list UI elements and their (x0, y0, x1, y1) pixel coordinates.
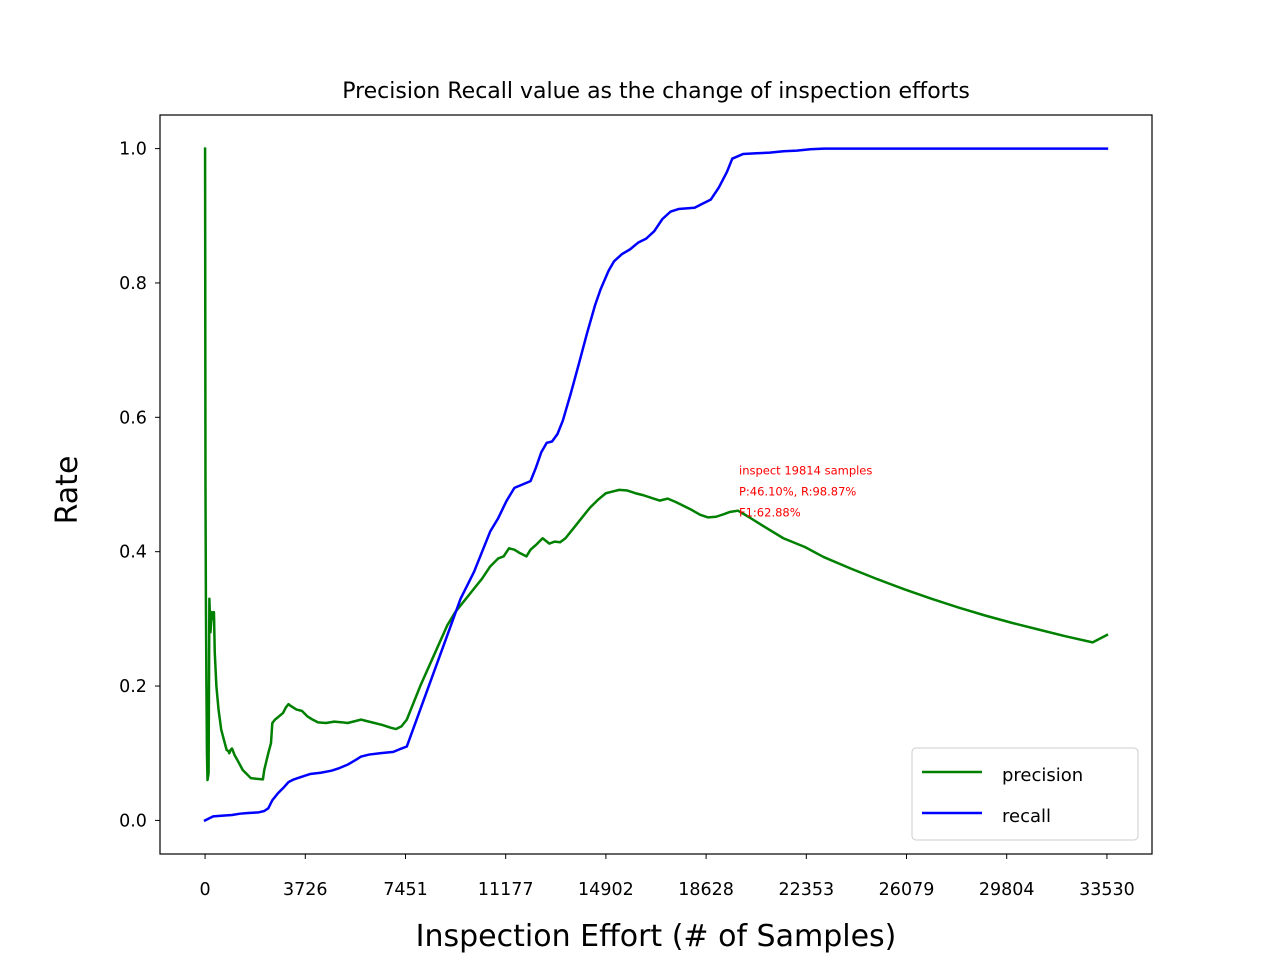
x-tick-label: 29804 (979, 880, 1035, 900)
series-layer (203, 147, 1109, 823)
y-tick-label: 1.0 (119, 140, 147, 160)
x-tick-label: 3726 (283, 880, 328, 900)
plot-area: inspect 19814 samples P:46.10%, R:98.87% F… (159, 114, 1153, 855)
x-tick-label: 7451 (383, 880, 428, 900)
chart-title: Precision Recall value as the change of … (342, 79, 970, 104)
annotation-text: inspect 19814 samples (739, 464, 872, 478)
x-tick-label: 0 (200, 880, 211, 900)
legend-label-precision: precision (1002, 765, 1083, 786)
series-line-recall (203, 147, 1109, 823)
x-axis: 0 3726 7451 11177 14902 18628 22353 26079 29804 3… (200, 854, 1135, 900)
legend: precision recall (911, 747, 1139, 841)
y-axis-label: Rate (50, 456, 85, 525)
x-tick-label: 33530 (1079, 880, 1135, 900)
annotation-layer: inspect 19814 samples P:46.10%, R:98.87% F… (739, 464, 872, 520)
x-tick-label: 22353 (778, 880, 834, 900)
series-line-precision (203, 147, 1109, 782)
x-tick-label: 18628 (678, 880, 734, 900)
x-axis-label: Inspection Effort (# of Samples) (416, 919, 897, 954)
x-tick-label: 26079 (879, 880, 935, 900)
annotation-text: P:46.10%, R:98.87% (739, 485, 856, 499)
axes-frame (159, 114, 1153, 855)
y-tick-label: 0.8 (119, 274, 147, 294)
annotation-text: F1:62.88% (739, 506, 801, 520)
x-tick-label: 11177 (478, 880, 534, 900)
y-tick-label: 0.4 (119, 543, 147, 563)
y-tick-label: 0.2 (119, 677, 147, 697)
y-axis: 0.0 0.2 0.4 0.6 0.8 1.0 (119, 140, 160, 831)
legend-label-recall: recall (1002, 806, 1051, 827)
x-tick-label: 14902 (578, 880, 634, 900)
axes-background (160, 115, 1152, 854)
y-tick-label: 0.0 (119, 811, 147, 831)
y-tick-label: 0.6 (119, 408, 147, 428)
